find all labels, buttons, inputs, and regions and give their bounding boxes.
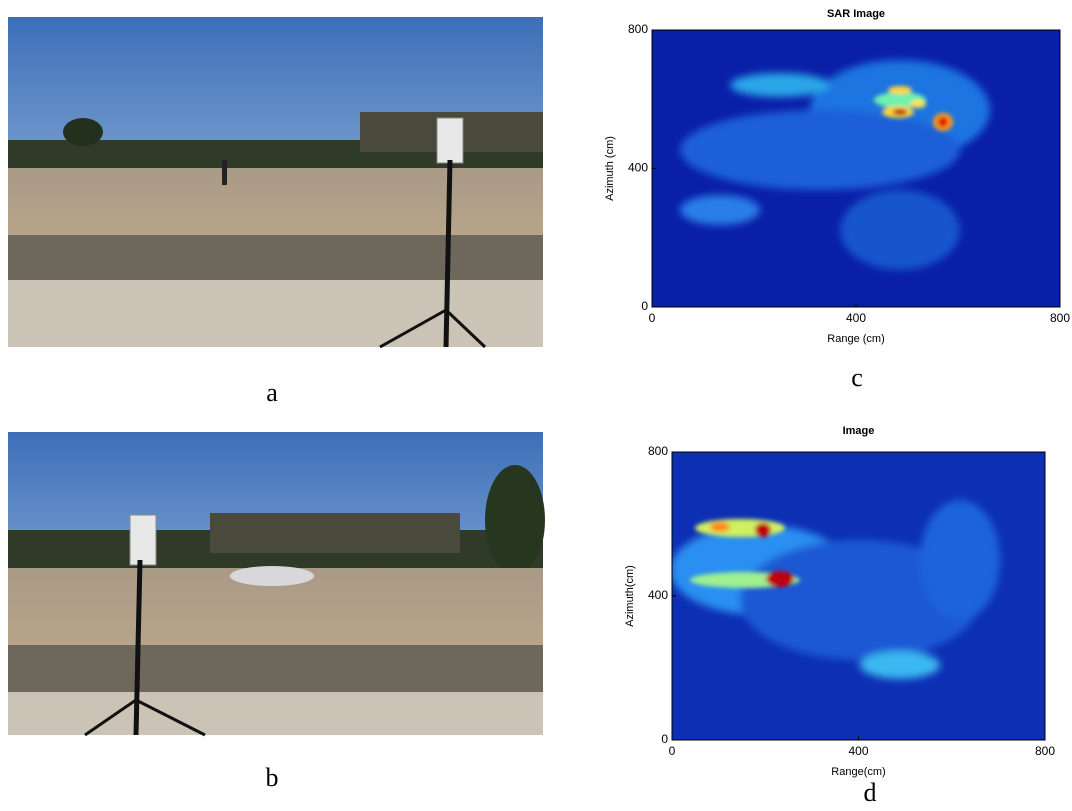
photo-a [8,17,543,347]
x-axis-label: Range (cm) [827,333,884,345]
heatmap-d [670,452,1045,740]
x-tick-label: 0 [649,311,656,325]
page: {"panels": [ {"label": "a"}, {"label": "… [0,0,1072,811]
y-tick-label: 800 [628,22,648,36]
figure: a b c SAR Image Range (cm) Azimuth (cm) 0 400 80… [0,0,1072,806]
y-axis-label: Azimuth (cm) [604,136,616,201]
x-tick-label: 400 [848,744,868,758]
y-tick-label: 0 [661,732,668,746]
y-axis-label: Azimuth(cm) [624,565,636,627]
panel-label: a [266,378,278,407]
plot-title: SAR Image [827,8,885,20]
panel-label: b [266,763,279,792]
x-tick-label: 400 [846,311,866,325]
panel-label: d [864,778,877,806]
heatmap-c [652,30,1060,307]
photo-b [8,432,545,735]
y-tick-label: 400 [628,161,648,175]
y-tick-label: 800 [648,444,668,458]
x-axis-label: Range(cm) [831,766,885,778]
y-tick-label: 0 [641,299,648,313]
y-tick-label: 400 [648,588,668,602]
x-tick-label: 0 [669,744,676,758]
x-tick-label: 800 [1050,311,1070,325]
plot-title: Image [843,425,875,437]
panel-label: c [851,363,863,392]
x-tick-label: 800 [1035,744,1055,758]
